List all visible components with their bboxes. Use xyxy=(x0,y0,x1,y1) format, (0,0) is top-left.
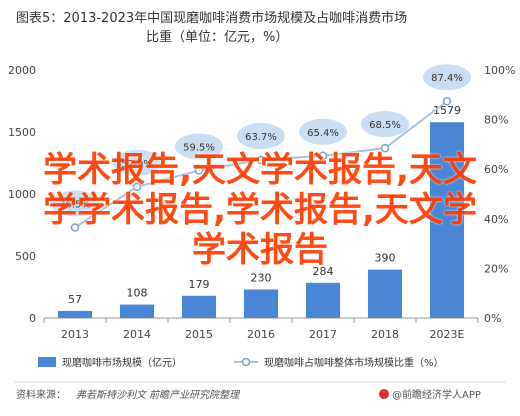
line-value-label: 68.5% xyxy=(369,120,401,131)
right-tick-label: 60% xyxy=(484,163,508,176)
line-point xyxy=(194,166,204,175)
bar xyxy=(181,295,217,318)
line-label-bubble xyxy=(113,149,161,176)
legend: 现磨咖啡市场规模（亿元） 现磨咖啡占咖啡整体市场规模比重（%） xyxy=(38,356,444,369)
bar-value-label: 230 xyxy=(251,271,272,284)
bar xyxy=(367,269,403,318)
line-value-label: 87.4% xyxy=(431,73,463,84)
right-tick-label: 0% xyxy=(484,312,501,325)
right-tick-label: 20% xyxy=(484,262,508,275)
x-tick-label: 2017 xyxy=(309,328,337,341)
line-value-label: 59.5% xyxy=(183,142,215,153)
line-point xyxy=(70,223,80,232)
legend-bar-label: 现磨咖啡市场规模（亿元） xyxy=(62,356,182,369)
line-series: 36.5% 52.9% 59.5% 63.7% 65.4% 68.5% 87.4% xyxy=(51,64,471,232)
bar-value-label: 108 xyxy=(127,287,148,300)
legend-line-marker xyxy=(241,357,251,367)
right-tick-label: 40% xyxy=(484,213,508,226)
bar-series xyxy=(57,122,465,318)
line-value-label: 36.5% xyxy=(59,199,91,210)
line-point xyxy=(380,143,390,153)
line-point xyxy=(132,182,142,192)
bar xyxy=(305,282,341,318)
x-tick-label: 2018 xyxy=(371,328,399,341)
left-tick-label: 1000 xyxy=(8,188,36,201)
right-tick-label: 80% xyxy=(484,114,508,127)
right-tick-label: 100% xyxy=(484,64,515,77)
right-axis-ticks: 0% 20% 40% 60% 80% 100% xyxy=(484,64,515,325)
brand-text: @前瞻经济学人APP xyxy=(392,388,481,401)
bar-value-label: 284 xyxy=(313,265,334,278)
line-label-bubble xyxy=(175,133,223,160)
bar xyxy=(119,304,155,318)
left-tick-label: 500 xyxy=(15,250,36,263)
bar-value-label: 1579 xyxy=(433,104,461,117)
bar xyxy=(57,310,93,318)
chart-title-line2: 比重（单位：亿元，%） xyxy=(146,29,288,45)
line-value-label: 63.7% xyxy=(245,132,277,143)
line-label-bubble xyxy=(361,111,409,138)
x-tick-label: 2015 xyxy=(185,328,213,341)
line-point xyxy=(318,151,328,161)
x-tick-label: 2023E xyxy=(430,328,465,341)
bar xyxy=(429,122,465,318)
x-tick-label: 2014 xyxy=(123,328,151,341)
line-value-label: 65.4% xyxy=(307,128,339,139)
line-label-bubble xyxy=(51,190,99,217)
bar-value-labels: 57 108 179 230 284 390 1579 xyxy=(68,104,461,306)
bar-value-label: 179 xyxy=(189,278,210,291)
left-tick-label: 2000 xyxy=(8,64,36,77)
line-label-bubble xyxy=(237,123,285,150)
left-tick-label: 1500 xyxy=(8,126,36,139)
legend-line-label: 现磨咖啡占咖啡整体市场规模比重（%） xyxy=(264,356,444,369)
x-tick-label: 2013 xyxy=(61,328,89,341)
line-point xyxy=(442,96,452,106)
bar xyxy=(243,289,279,318)
source-text: 弗若斯特沙利文 前瞻产业研究院整理 xyxy=(76,389,241,401)
line-label-bubble xyxy=(423,64,471,91)
bar-value-label: 390 xyxy=(375,252,396,265)
x-axis-ticks: 2013 2014 2015 2016 2017 2018 2023E xyxy=(43,318,479,341)
left-tick-label: 0 xyxy=(29,312,36,325)
source-label: 资料来源： xyxy=(16,388,66,401)
chart-title-line1: 图表5：2013-2023年中国现磨咖啡消费市场规模及占咖啡消费市场 xyxy=(16,10,407,26)
line-label-bubble xyxy=(299,118,347,145)
x-tick-label: 2016 xyxy=(247,328,275,341)
left-axis-ticks: 0 500 1000 1500 2000 xyxy=(8,64,36,325)
brand-logo-icon xyxy=(379,389,389,399)
bar-value-label: 57 xyxy=(68,293,82,306)
line-value-label: 52.9% xyxy=(121,159,153,170)
legend-bar-swatch xyxy=(38,357,56,367)
line-point xyxy=(256,155,266,165)
